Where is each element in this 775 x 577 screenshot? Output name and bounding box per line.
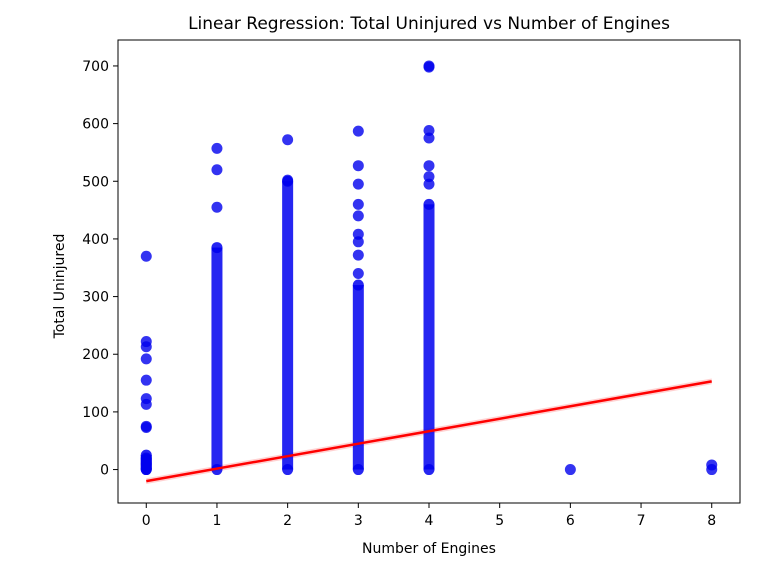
data-point bbox=[352, 210, 364, 222]
regression-line-path bbox=[146, 380, 712, 483]
data-point bbox=[211, 164, 223, 176]
dense-points-column bbox=[352, 285, 364, 470]
y-tick-label: 200 bbox=[82, 347, 109, 363]
dense-points-column bbox=[423, 204, 435, 470]
x-axis-label: Number of Engines bbox=[362, 541, 496, 557]
data-point bbox=[140, 336, 152, 348]
chart-title: Linear Regression: Total Uninjured vs Nu… bbox=[188, 14, 670, 34]
data-point bbox=[564, 464, 576, 476]
x-tick-label: 6 bbox=[566, 513, 575, 529]
x-tick-label: 5 bbox=[495, 513, 504, 529]
y-tick-label: 700 bbox=[82, 59, 109, 75]
regression-line bbox=[146, 380, 712, 483]
data-point bbox=[140, 393, 152, 405]
data-point bbox=[140, 420, 152, 432]
y-tick-label: 500 bbox=[82, 174, 109, 190]
data-point bbox=[423, 160, 435, 172]
data-point bbox=[211, 201, 223, 213]
x-tick-label: 7 bbox=[637, 513, 646, 529]
axes: 0 1 2 3 4 5 6 7 8 0 100 200 300 400 500 600 700 bbox=[82, 39, 741, 529]
data-point bbox=[211, 242, 223, 254]
data-point bbox=[140, 353, 152, 365]
data-point bbox=[352, 160, 364, 172]
data-point bbox=[282, 134, 294, 146]
dense-points-column bbox=[282, 181, 294, 470]
scatter-points bbox=[140, 60, 718, 476]
y-tick-label: 400 bbox=[82, 232, 109, 248]
data-point bbox=[423, 198, 435, 210]
y-tick-label: 300 bbox=[82, 290, 109, 306]
data-point bbox=[423, 171, 435, 183]
x-tick-label: 0 bbox=[142, 513, 151, 529]
x-tick-label: 8 bbox=[707, 513, 716, 529]
x-tick-label: 3 bbox=[354, 513, 363, 529]
data-point bbox=[352, 178, 364, 190]
y-tick-label: 100 bbox=[82, 405, 109, 421]
data-point bbox=[423, 464, 435, 476]
data-point bbox=[423, 125, 435, 137]
data-point bbox=[352, 125, 364, 137]
data-point bbox=[352, 249, 364, 261]
y-axis-label: Total Uninjured bbox=[52, 234, 68, 340]
data-point bbox=[352, 268, 364, 280]
y-tick-label: 600 bbox=[82, 117, 109, 133]
data-point bbox=[352, 228, 364, 240]
data-point bbox=[140, 250, 152, 262]
data-point bbox=[352, 464, 364, 476]
data-point bbox=[140, 452, 152, 464]
data-point bbox=[352, 279, 364, 291]
data-point bbox=[282, 174, 294, 186]
data-point bbox=[211, 142, 223, 154]
x-tick-label: 2 bbox=[283, 513, 292, 529]
x-tick-label: 1 bbox=[212, 513, 221, 529]
dense-points-column bbox=[211, 247, 223, 470]
x-tick-label: 4 bbox=[425, 513, 434, 529]
data-point bbox=[140, 374, 152, 386]
data-point bbox=[282, 464, 294, 476]
data-point bbox=[423, 60, 435, 72]
y-tick-label: 0 bbox=[100, 463, 109, 479]
data-point bbox=[706, 459, 718, 471]
data-point bbox=[352, 198, 364, 210]
